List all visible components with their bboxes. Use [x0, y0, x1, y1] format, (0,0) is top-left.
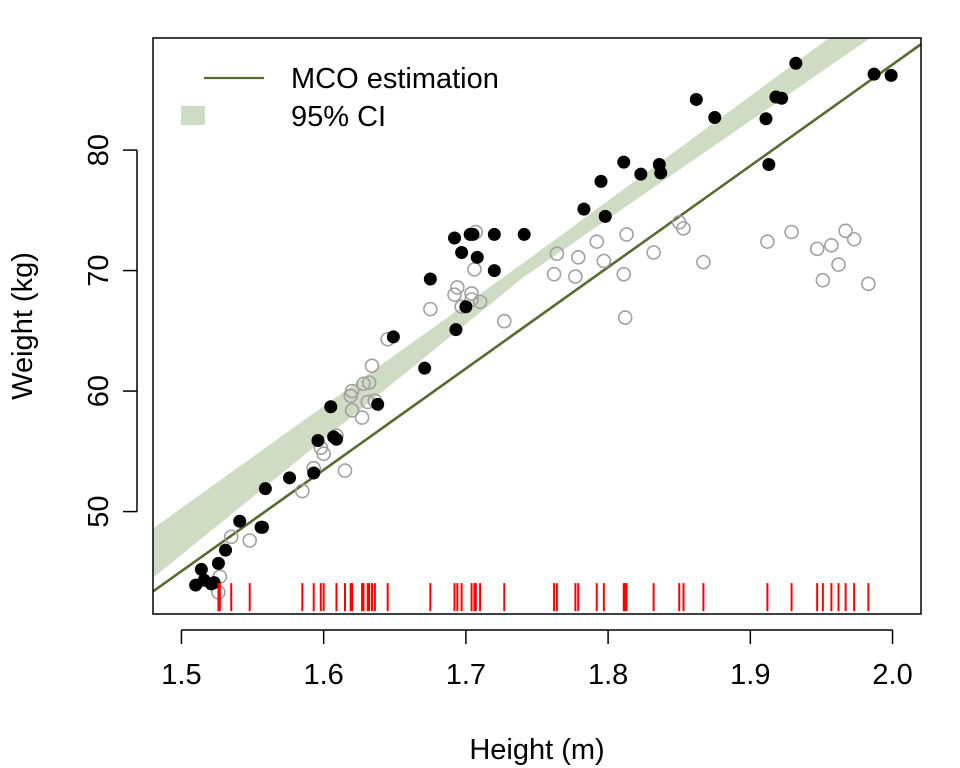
open-point: [824, 237, 839, 253]
filled-point: [329, 432, 343, 446]
filled-point: [256, 520, 270, 534]
filled-point: [867, 67, 881, 81]
legend: MCO estimation 95% CI: [181, 63, 499, 133]
x-tick-label: 1.7: [446, 659, 486, 691]
filled-point: [884, 68, 898, 82]
open-point: [646, 245, 661, 260]
filled-point: [708, 111, 722, 125]
open-point: [619, 227, 634, 242]
open-point: [568, 269, 583, 284]
open-point: [344, 383, 360, 399]
filled-point: [598, 209, 612, 223]
open-point: [447, 287, 462, 302]
filled-point: [386, 330, 400, 344]
open-point: [838, 223, 853, 239]
filled-point: [487, 264, 501, 278]
filled-point: [455, 245, 469, 259]
filled-point: [449, 323, 463, 337]
filled-point: [283, 471, 297, 485]
open-point: [344, 403, 360, 418]
open-point: [295, 483, 310, 499]
filled-point: [517, 227, 531, 241]
filled-point: [371, 397, 385, 411]
open-point: [464, 286, 479, 301]
filled-point: [577, 202, 591, 216]
open-point: [546, 266, 562, 282]
open-point: [364, 358, 380, 374]
filled-point: [466, 227, 480, 241]
axes: 1.5 1.6 1.7 1.8 1.9 2.0 50 60 70 80: [83, 134, 913, 691]
open-point: [617, 310, 633, 325]
open-point: [316, 446, 331, 462]
filled-point: [448, 231, 462, 245]
open-point: [809, 241, 825, 257]
open-point: [223, 529, 239, 545]
open-point: [815, 272, 831, 288]
filled-point: [324, 400, 338, 414]
y-axis-label: Weight (kg): [7, 252, 39, 400]
open-point: [784, 224, 799, 240]
filled-point: [654, 166, 668, 180]
open-point: [354, 410, 370, 425]
fit-line: [153, 43, 921, 593]
filled-point: [219, 543, 233, 557]
open-point: [596, 253, 612, 269]
filled-point: [634, 167, 648, 181]
open-point: [467, 262, 482, 277]
x-tick-label: 1.9: [730, 659, 770, 691]
plot-area-layer: [153, 38, 921, 612]
open-point: [242, 533, 258, 548]
filled-point: [594, 174, 608, 188]
filled-point: [617, 155, 631, 169]
y-tick-label: 70: [83, 254, 115, 286]
y-tick-label: 60: [83, 375, 115, 407]
filled-point: [311, 433, 325, 447]
x-tick-label: 1.8: [588, 659, 628, 691]
filled-point: [762, 158, 776, 172]
filled-point: [470, 250, 484, 264]
filled-point: [418, 361, 432, 375]
open-point: [696, 254, 711, 270]
filled-point: [423, 272, 437, 286]
filled-point: [194, 562, 208, 576]
filled-point: [207, 576, 221, 590]
open-point: [861, 276, 876, 292]
legend-label-estimation: MCO estimation: [291, 63, 499, 95]
filled-point: [233, 514, 247, 528]
open-point: [616, 266, 632, 282]
legend-ci-swatch: [181, 106, 205, 125]
open-point: [423, 301, 438, 317]
filled-point: [789, 56, 803, 70]
y-tick-label: 50: [83, 495, 115, 527]
open-point: [356, 376, 371, 392]
x-tick-label: 1.5: [161, 659, 201, 691]
legend-label-ci: 95% CI: [291, 101, 386, 133]
open-point: [846, 231, 862, 247]
open-point: [549, 246, 565, 261]
open-point: [760, 234, 775, 249]
filled-point: [689, 92, 703, 106]
x-axis-label: Height (m): [469, 734, 604, 766]
y-tick-label: 80: [83, 134, 115, 166]
open-point: [570, 250, 586, 265]
filled-point: [258, 482, 272, 496]
open-point: [676, 221, 691, 236]
filled-point: [307, 466, 321, 480]
open-point: [361, 375, 377, 390]
open-point: [496, 313, 512, 329]
filled-point: [775, 91, 789, 105]
open-point: [337, 463, 353, 478]
x-tick-label: 1.6: [304, 659, 344, 691]
filled-point: [759, 112, 773, 126]
filled-point: [459, 300, 473, 314]
open-point: [472, 294, 488, 310]
open-point: [589, 234, 605, 249]
open-point: [831, 257, 846, 272]
filled-point: [211, 556, 225, 570]
plot-frame: [152, 37, 922, 615]
x-tick-label: 2.0: [872, 659, 912, 691]
filled-point: [487, 227, 501, 241]
open-point: [450, 280, 465, 295]
